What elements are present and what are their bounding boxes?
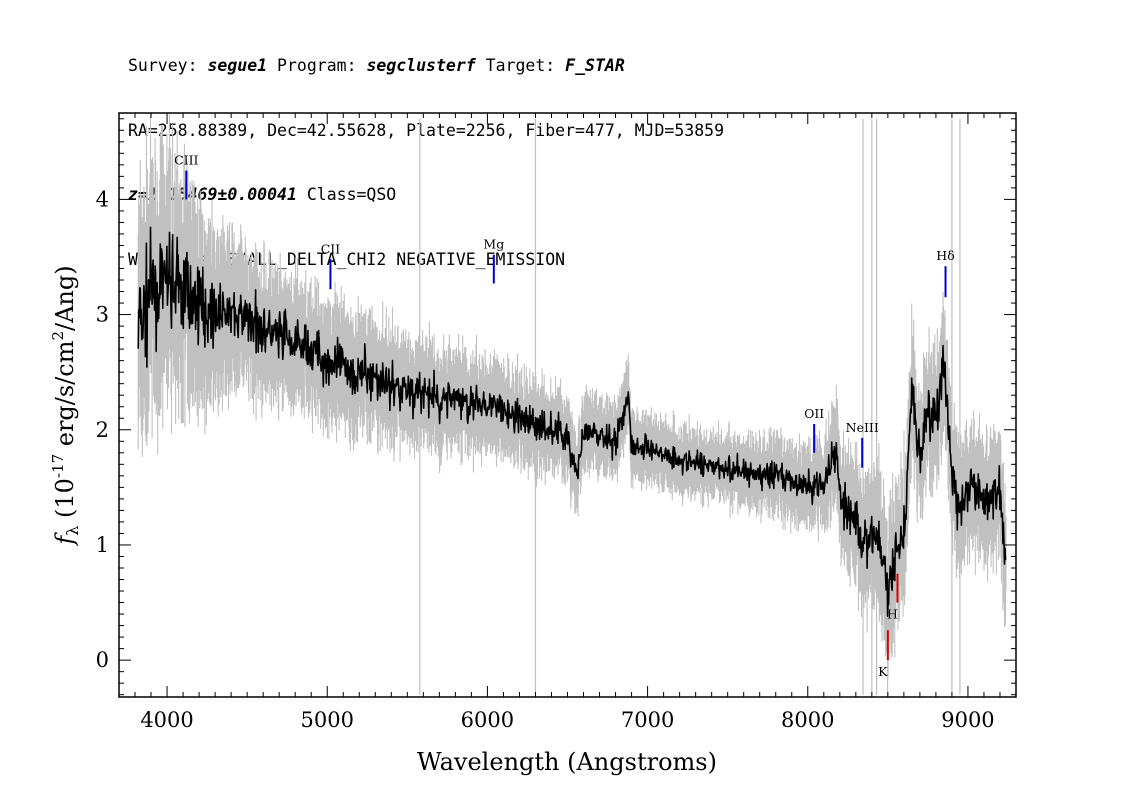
line-label-cii: CII [321, 241, 341, 256]
error-envelope-layer [137, 113, 1007, 697]
class-value: Class=QSO [306, 185, 397, 204]
y-axis-label-unit-exp: 2 [49, 331, 67, 341]
x-tick-label: 8000 [781, 708, 834, 732]
y-tick-label: 3 [96, 303, 109, 327]
program-label: Program: [277, 56, 357, 75]
y-axis-label-open: (10 [51, 478, 79, 526]
y-tick-label: 4 [96, 187, 109, 211]
x-tick-label: 9000 [941, 708, 994, 732]
y-axis-label-exponent: -17 [49, 454, 67, 478]
y-tick-label: 0 [96, 648, 109, 672]
x-tick-label: 4000 [140, 708, 193, 732]
flux-layer [137, 226, 1007, 617]
line-label-k: K [878, 664, 888, 679]
y-axis-label-unit-a: erg/s/cm [51, 340, 79, 454]
survey-label: Survey: [128, 56, 198, 75]
line-label-ciii: CIII [174, 153, 198, 168]
x-tick-label: 5000 [301, 708, 354, 732]
line-label-hδ: Hδ [936, 248, 954, 263]
program-value: segclusterf [366, 56, 476, 75]
x-tick-label: 7000 [621, 708, 674, 732]
y-tick-label: 1 [96, 533, 109, 557]
error-envelope [137, 113, 1007, 697]
axis-ticks-layer: 4000 5000 6000 7000 8000 9000 0 1 2 3 4 [96, 113, 1017, 732]
line-label-h: H [887, 607, 898, 622]
survey-value: segue1 [207, 56, 268, 75]
target-value: F_STAR [565, 56, 625, 75]
line-label-oii: OII [804, 406, 824, 421]
flux-line [137, 226, 1007, 617]
svg-text:fλ (10-17 erg/s/cm2/Ang): fλ (10-17 erg/s/cm2/Ang) [49, 265, 82, 546]
line-label-mg: Mg [483, 237, 504, 252]
x-axis-label: Wavelength (Angstroms) [417, 748, 717, 776]
y-axis-label-unit-b: /Ang) [51, 265, 79, 331]
x-tick-label: 6000 [461, 708, 514, 732]
line-markers-layer: CIII CII Mg OII NeIII Hδ K H [174, 153, 955, 680]
line-label-neiii: NeIII [846, 420, 879, 435]
y-axis-label-subscript: λ [63, 526, 82, 536]
target-label: Target: [485, 56, 556, 75]
header-line-survey: Survey: segue1 Program: segclusterf Targ… [128, 55, 724, 77]
y-axis-label: fλ (10-17 erg/s/cm2/Ang) [49, 265, 82, 546]
y-tick-label: 2 [96, 418, 109, 442]
